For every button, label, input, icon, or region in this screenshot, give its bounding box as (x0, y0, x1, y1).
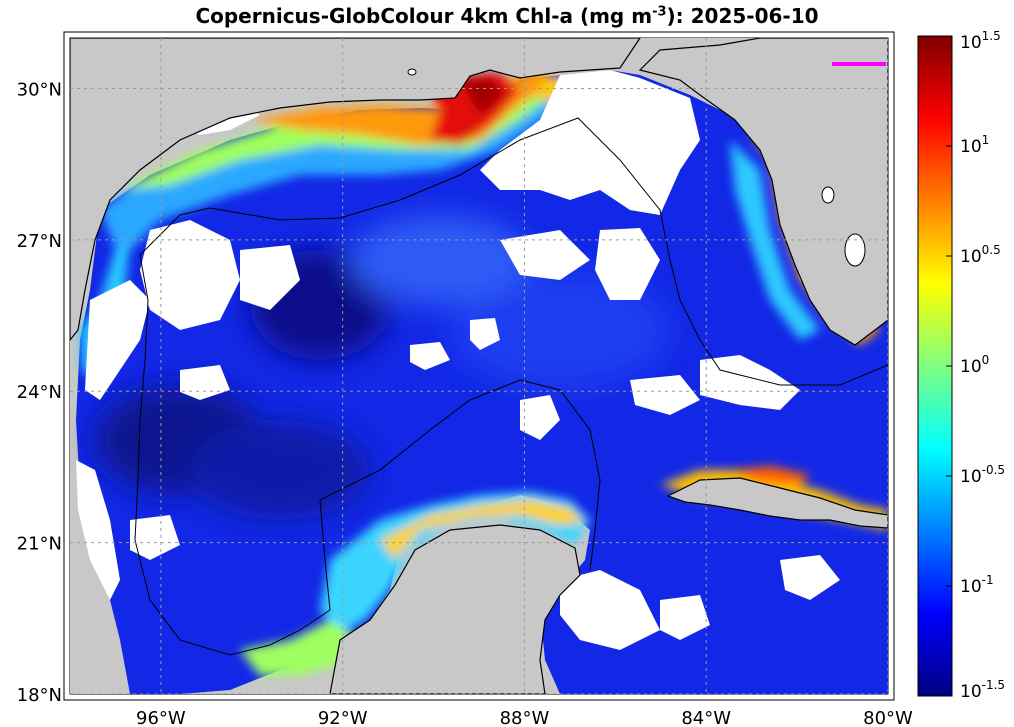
boundary-line-south (134, 254, 601, 656)
us-gulf-coast (70, 38, 641, 341)
colorbar-tick-label: 100 (960, 353, 989, 377)
lon-tick-label: 92°W (318, 708, 368, 727)
title-date: ): 2025-06-10 (666, 4, 819, 28)
title-text: Copernicus-GlobColour 4km Chl-a (mg m (195, 4, 653, 28)
title-exponent: -3 (652, 4, 667, 20)
lon-tick-label: 84°W (681, 708, 731, 727)
ocean-region (76, 70, 888, 694)
colorbar-tick-label: 10-0.5 (960, 463, 1005, 487)
lat-tick-label: 24°N (17, 382, 62, 403)
deep-water-shading (95, 215, 670, 520)
colorbar-labels: 101.5 101 100.5 100 10-0.5 10-1 10-1.5 (946, 29, 1005, 702)
lon-tick-label: 88°W (500, 708, 550, 727)
lon-tick-label: 80°W (863, 708, 913, 727)
colorbar-tick-label: 101.5 (960, 29, 1001, 53)
yucatan-peninsula (329, 524, 581, 694)
lat-tick-label: 27°N (17, 231, 62, 252)
map-area (70, 38, 888, 694)
lat-tick-label: 21°N (17, 534, 62, 555)
lon-tick-label: 96°W (136, 708, 186, 727)
longitude-labels: 96°W 92°W 88°W 84°W 80°W (136, 708, 913, 727)
lat-tick-label: 30°N (17, 79, 62, 100)
florida-peninsula (638, 38, 888, 346)
colorbar: 101.5 101 100.5 100 10-0.5 10-1 10-1.5 (917, 29, 1005, 702)
gridlines (70, 38, 888, 694)
islands-lakes (407, 68, 866, 267)
lat-tick-label: 18°N (17, 685, 62, 706)
colorbar-tick-label: 10-1 (960, 573, 994, 597)
map-title: Copernicus-GlobColour 4km Chl-a (mg m-3)… (0, 0, 1014, 32)
colorbar-tick-label: 100.5 (960, 243, 1001, 267)
boundary-line (139, 117, 888, 386)
latitude-labels: 30°N 27°N 24°N 21°N 18°N (17, 79, 62, 706)
coastlines (70, 38, 888, 694)
colorbar-tick-label: 10-1.5 (960, 678, 1005, 702)
cuba (666, 477, 888, 529)
colorbar-tick-label: 101 (960, 133, 989, 157)
